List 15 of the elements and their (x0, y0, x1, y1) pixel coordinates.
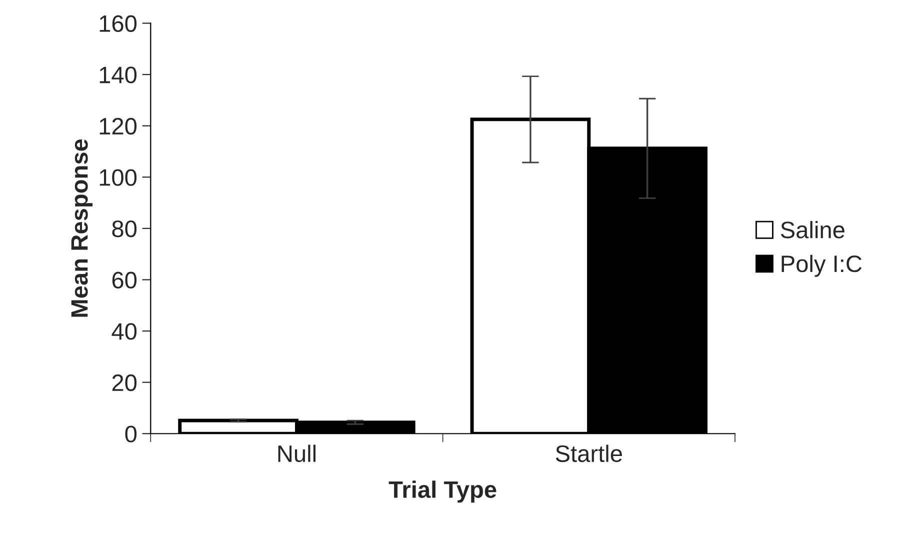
x-axis-title: Trial Type (388, 480, 496, 503)
x-tick-label: Null (278, 444, 316, 462)
y-tick-label: 20 (112, 374, 137, 392)
y-tick-label: 40 (112, 323, 137, 340)
y-tick-label: 120 (100, 118, 137, 135)
legend-label: Saline (780, 221, 844, 238)
x-tick-label: Startle (556, 444, 622, 462)
y-tick-label: 60 (112, 272, 137, 289)
y-tick-label: 140 (100, 66, 137, 84)
y-tick-label: 100 (100, 169, 137, 186)
y-axis-title: Mean Response (71, 139, 93, 317)
y-tick-label: 160 (100, 15, 137, 32)
y-tick-label: 0 (125, 426, 137, 442)
y-tick-label: 80 (112, 220, 137, 238)
legend-label: Poly I:C (782, 254, 862, 277)
